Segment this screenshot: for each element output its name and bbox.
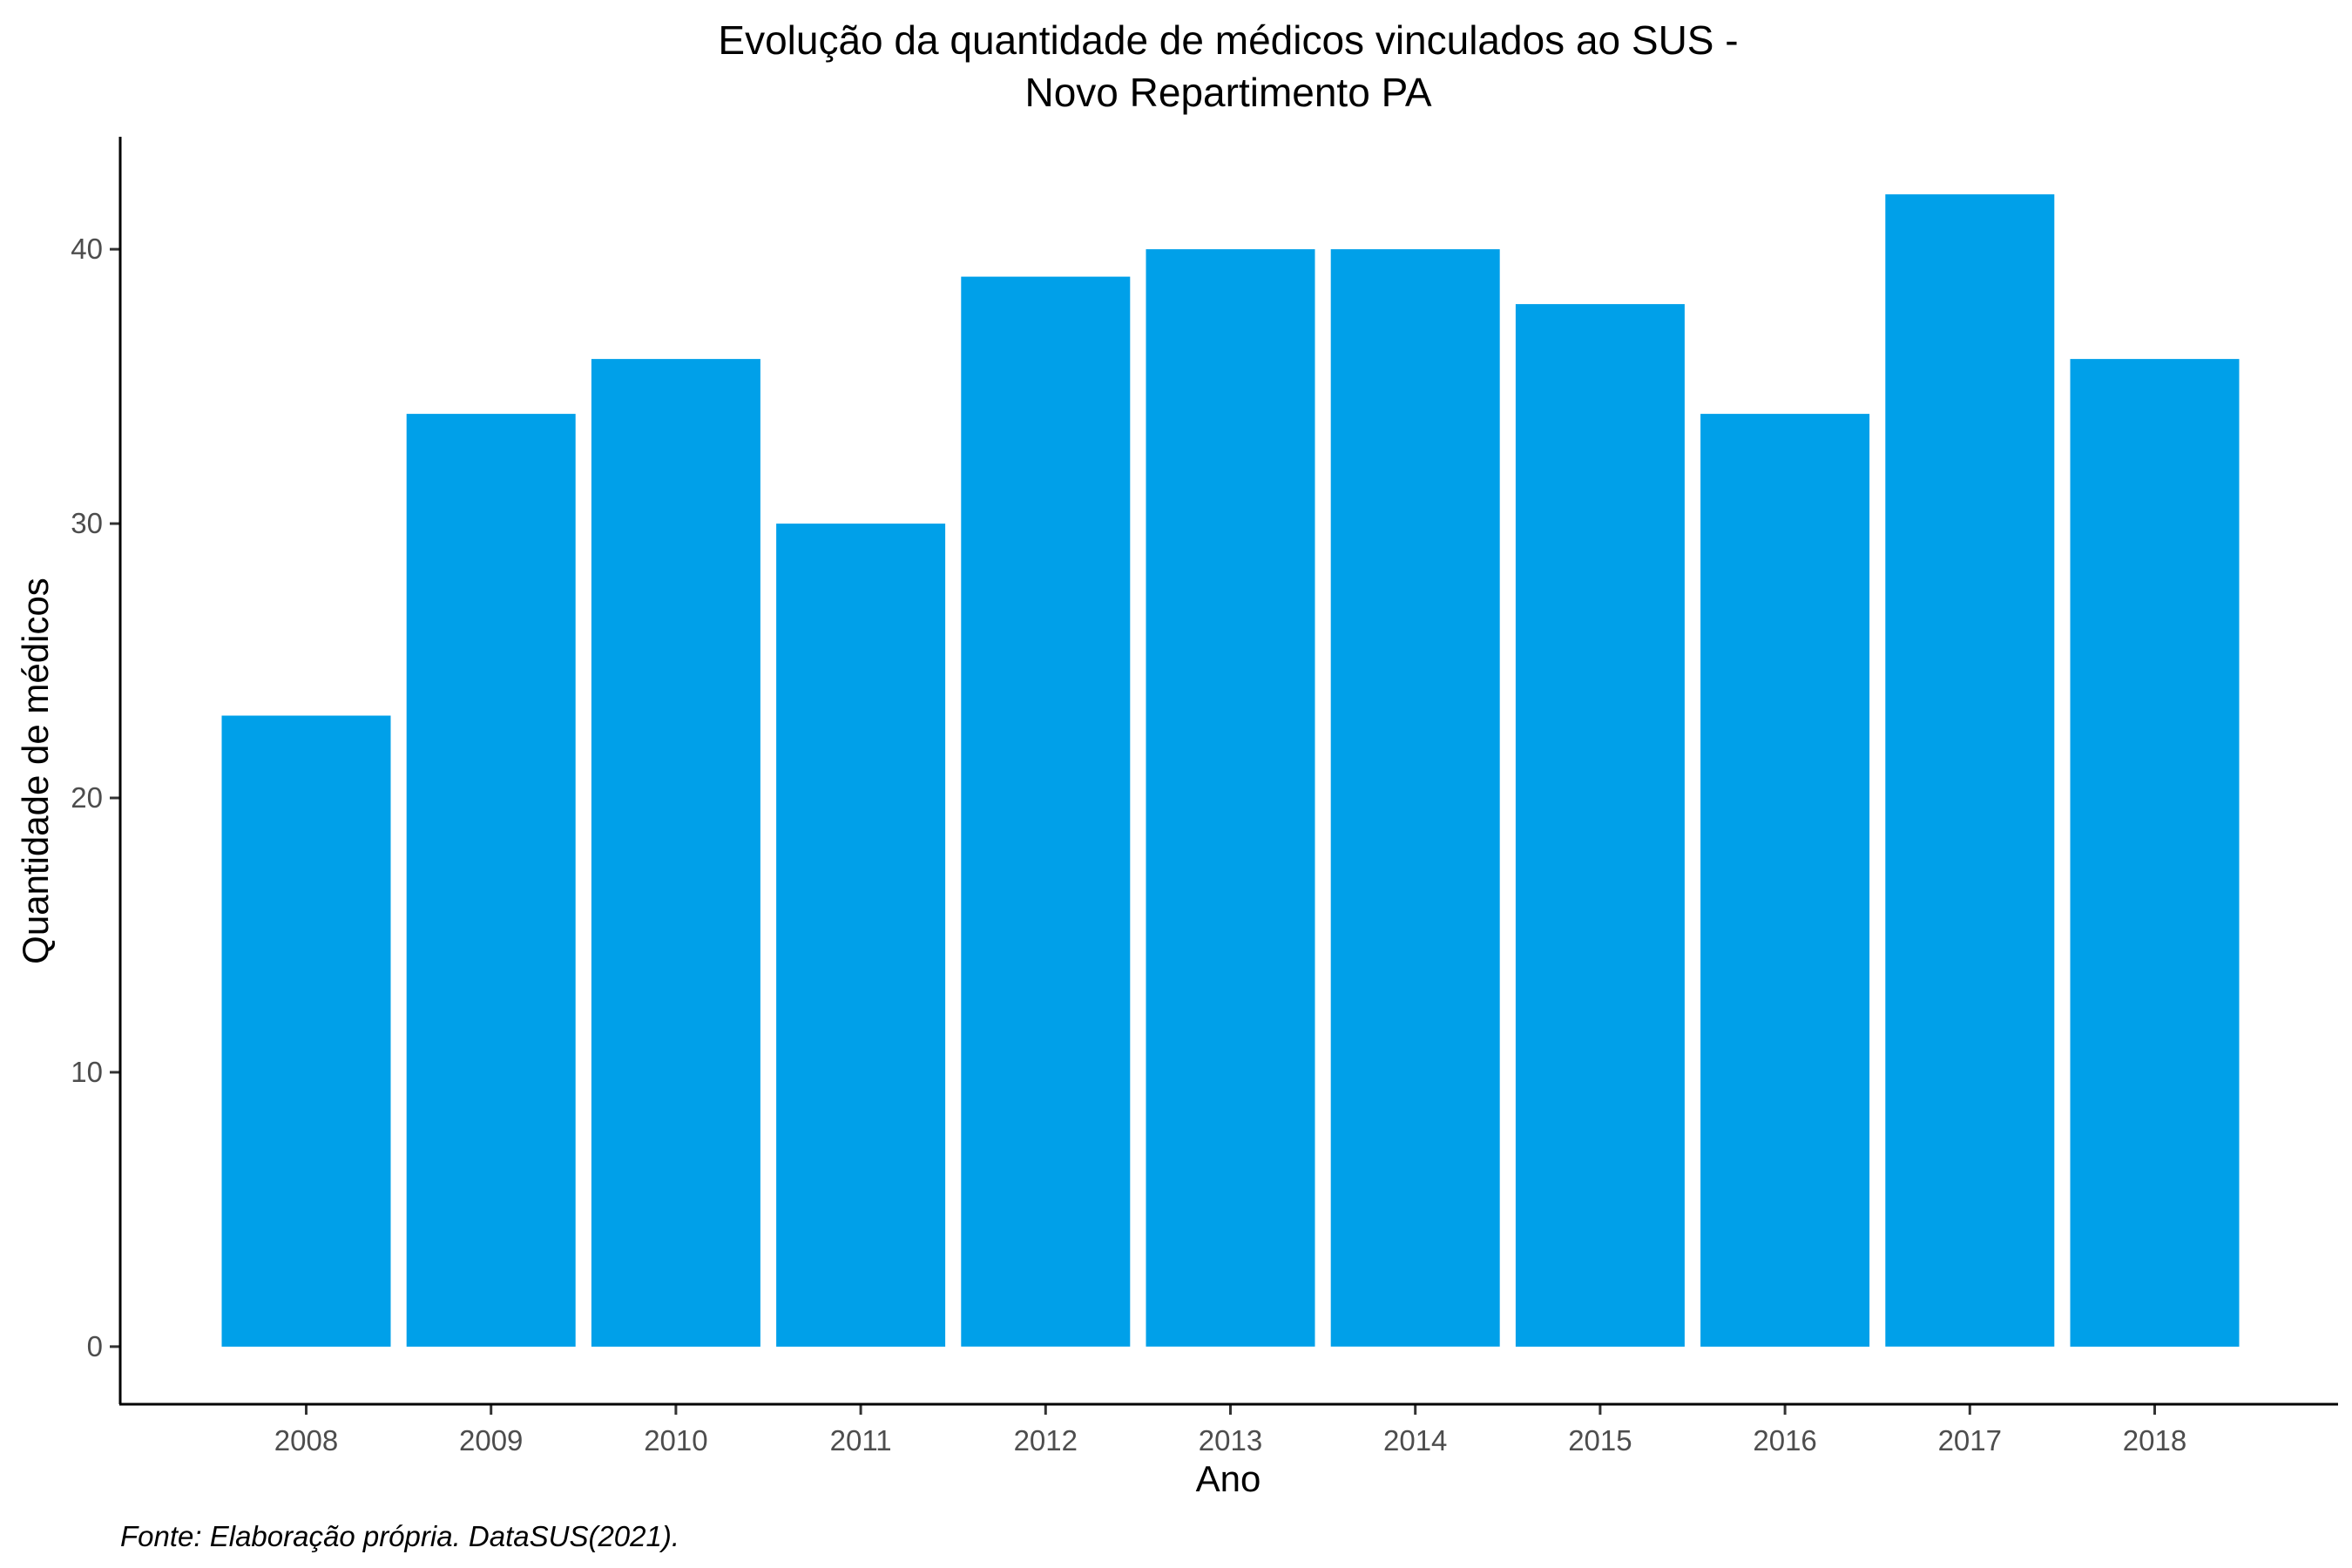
x-tick-label-2017: 2017 xyxy=(1938,1424,2002,1456)
bar-2011 xyxy=(776,524,946,1347)
bar-2009 xyxy=(406,414,576,1347)
y-axis-ticks: 0 10 20 30 40 xyxy=(71,233,120,1362)
bar-2018 xyxy=(2070,359,2240,1347)
source-caption: Fonte: Elaboração própria. DataSUS(2021)… xyxy=(120,1520,679,1552)
bars-group xyxy=(221,194,2240,1347)
x-tick-label-2014: 2014 xyxy=(1383,1424,1447,1456)
bar-2010 xyxy=(591,359,760,1347)
x-tick-label-2012: 2012 xyxy=(1014,1424,1078,1456)
bar-2012 xyxy=(961,276,1131,1347)
bar-2008 xyxy=(221,715,391,1347)
x-axis-title: Ano xyxy=(1196,1458,1261,1499)
bar-2017 xyxy=(1885,194,2055,1347)
bar-2014 xyxy=(1330,249,1500,1347)
x-tick-label-2009: 2009 xyxy=(459,1424,523,1456)
y-axis-title: Quantidade de médicos xyxy=(15,578,56,964)
x-tick-label-2016: 2016 xyxy=(1753,1424,1816,1456)
x-tick-label-2010: 2010 xyxy=(644,1424,707,1456)
y-tick-label-30: 30 xyxy=(71,507,103,539)
bar-2013 xyxy=(1146,249,1315,1347)
y-tick-label-10: 10 xyxy=(71,1056,103,1088)
bar-2016 xyxy=(1700,414,1870,1347)
y-tick-label-40: 40 xyxy=(71,233,103,265)
y-tick-label-0: 0 xyxy=(87,1330,103,1362)
bar-2015 xyxy=(1515,304,1685,1347)
x-tick-label-2008: 2008 xyxy=(274,1424,338,1456)
x-tick-label-2011: 2011 xyxy=(830,1424,892,1456)
x-tick-label-2013: 2013 xyxy=(1199,1424,1262,1456)
chart-title-line-1: Evolução da quantidade de médicos vincul… xyxy=(718,17,1738,63)
chart-title-line-2: Novo Repartimento PA xyxy=(1024,70,1431,115)
y-tick-label-20: 20 xyxy=(71,781,103,814)
x-tick-label-2015: 2015 xyxy=(1568,1424,1632,1456)
x-axis-ticks: 2008 2009 2010 2011 2012 2013 2014 2015 2016 2017… xyxy=(274,1404,2186,1456)
x-tick-label-2018: 2018 xyxy=(2123,1424,2186,1456)
